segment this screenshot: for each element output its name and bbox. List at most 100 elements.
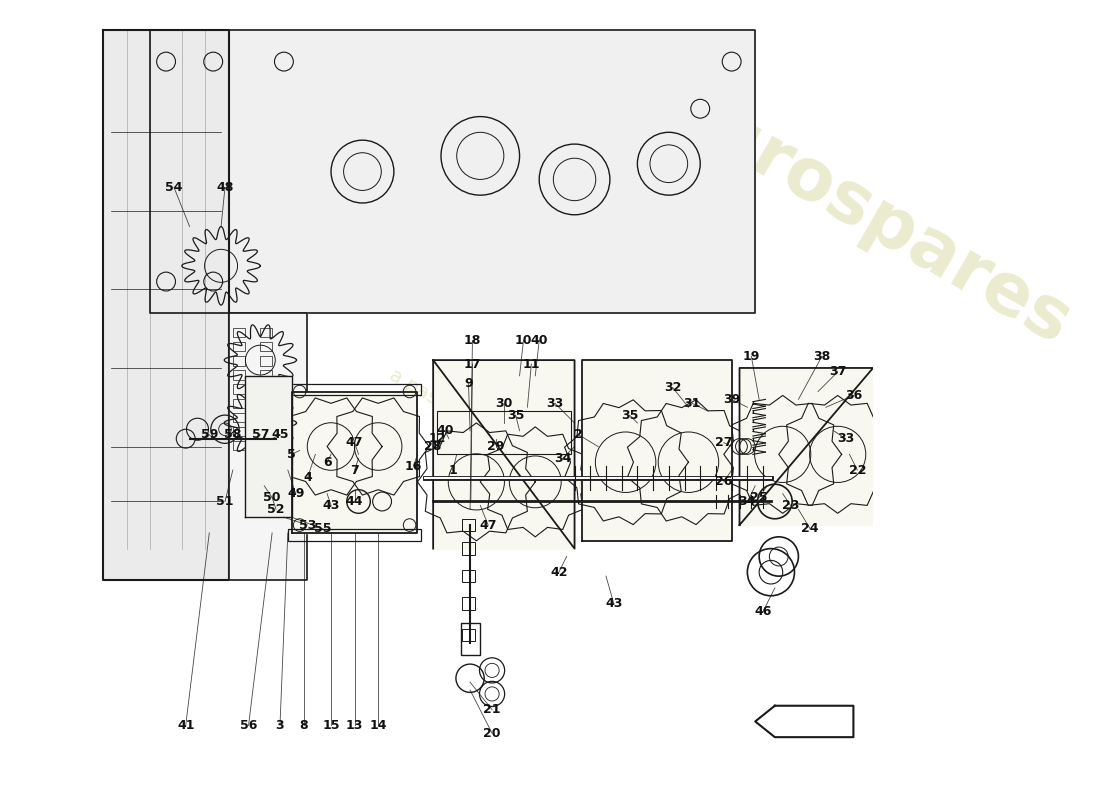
Bar — [461, 623, 481, 654]
Text: 21: 21 — [483, 703, 500, 716]
Bar — [288, 384, 421, 395]
Polygon shape — [756, 706, 854, 737]
Text: 58: 58 — [224, 428, 242, 442]
Text: 55: 55 — [315, 522, 332, 535]
Polygon shape — [433, 360, 574, 549]
Text: 4: 4 — [304, 471, 311, 485]
Text: a passion for parts since 1985: a passion for parts since 1985 — [386, 365, 651, 529]
Text: 19: 19 — [742, 350, 760, 362]
Bar — [462, 570, 475, 582]
Text: 2: 2 — [574, 428, 583, 442]
Text: 39: 39 — [723, 393, 740, 406]
Polygon shape — [229, 313, 308, 580]
Bar — [261, 441, 272, 450]
Text: 29: 29 — [487, 440, 505, 453]
Bar — [233, 356, 244, 366]
Text: 15: 15 — [322, 719, 340, 732]
Bar — [462, 518, 475, 531]
Bar — [261, 370, 272, 380]
Bar — [233, 427, 244, 436]
Bar — [233, 385, 244, 394]
Text: 57: 57 — [252, 428, 270, 442]
Text: 51: 51 — [217, 495, 233, 508]
Text: 35: 35 — [620, 409, 638, 422]
Text: 27: 27 — [715, 436, 733, 449]
Text: 3: 3 — [276, 719, 284, 732]
Text: 11: 11 — [522, 358, 540, 370]
Text: 34: 34 — [739, 495, 756, 508]
Bar — [233, 342, 244, 351]
Bar — [261, 398, 272, 408]
Text: 23: 23 — [782, 499, 800, 512]
Bar — [288, 529, 421, 541]
Text: 33: 33 — [547, 397, 563, 410]
Text: 41: 41 — [177, 719, 195, 732]
Polygon shape — [151, 30, 756, 313]
Bar — [261, 385, 272, 394]
Bar — [261, 328, 272, 338]
Text: 10: 10 — [515, 334, 532, 347]
Text: 32: 32 — [664, 381, 681, 394]
Text: 43: 43 — [322, 499, 340, 512]
Bar — [462, 542, 475, 555]
Text: 13: 13 — [345, 719, 363, 732]
Bar — [462, 598, 475, 610]
Text: 47: 47 — [480, 518, 497, 531]
Text: 49: 49 — [287, 487, 305, 500]
Bar — [261, 356, 272, 366]
Text: 45: 45 — [272, 428, 288, 442]
Text: 6: 6 — [322, 456, 331, 469]
Text: 5: 5 — [287, 448, 296, 461]
Text: 35: 35 — [507, 409, 525, 422]
Text: 52: 52 — [267, 503, 285, 516]
Text: 16: 16 — [405, 460, 422, 473]
Polygon shape — [244, 376, 292, 518]
Text: 38: 38 — [813, 350, 830, 362]
Text: 12: 12 — [428, 432, 446, 445]
Text: 53: 53 — [299, 518, 316, 531]
Text: 1: 1 — [449, 463, 458, 477]
Polygon shape — [739, 368, 873, 525]
Text: 8: 8 — [299, 719, 308, 732]
Text: 18: 18 — [464, 334, 481, 347]
Text: 48: 48 — [217, 181, 233, 194]
Bar — [233, 370, 244, 380]
Text: eurospares: eurospares — [653, 71, 1084, 359]
Text: 36: 36 — [845, 389, 862, 402]
Bar — [437, 411, 571, 454]
Text: 59: 59 — [200, 428, 218, 442]
Bar — [261, 342, 272, 351]
Text: 44: 44 — [345, 495, 363, 508]
Text: 25: 25 — [750, 491, 768, 504]
Bar — [233, 441, 244, 450]
Text: 40: 40 — [437, 424, 453, 438]
Text: 56: 56 — [240, 719, 257, 732]
Bar — [233, 413, 244, 422]
Text: 30: 30 — [495, 397, 513, 410]
Text: 42: 42 — [550, 566, 568, 578]
Text: 28: 28 — [425, 440, 442, 453]
Text: 37: 37 — [829, 366, 846, 378]
Bar — [261, 427, 272, 436]
Text: 46: 46 — [755, 605, 772, 618]
Text: 47: 47 — [345, 436, 363, 449]
Bar — [462, 629, 475, 642]
Text: 7: 7 — [350, 463, 359, 477]
Text: 26: 26 — [715, 475, 733, 488]
Polygon shape — [292, 391, 417, 533]
Text: 50: 50 — [263, 491, 280, 504]
Text: 24: 24 — [802, 522, 820, 535]
Bar — [233, 328, 244, 338]
Text: 54: 54 — [165, 181, 183, 194]
Text: 31: 31 — [684, 397, 701, 410]
Text: 40: 40 — [530, 334, 548, 347]
Text: 33: 33 — [837, 432, 855, 445]
Text: 20: 20 — [483, 726, 500, 740]
Text: 9: 9 — [464, 377, 473, 390]
Text: 17: 17 — [464, 358, 481, 370]
Polygon shape — [103, 30, 229, 580]
Polygon shape — [582, 360, 732, 541]
Text: 22: 22 — [848, 463, 866, 477]
Text: 34: 34 — [554, 452, 572, 465]
Bar — [233, 398, 244, 408]
